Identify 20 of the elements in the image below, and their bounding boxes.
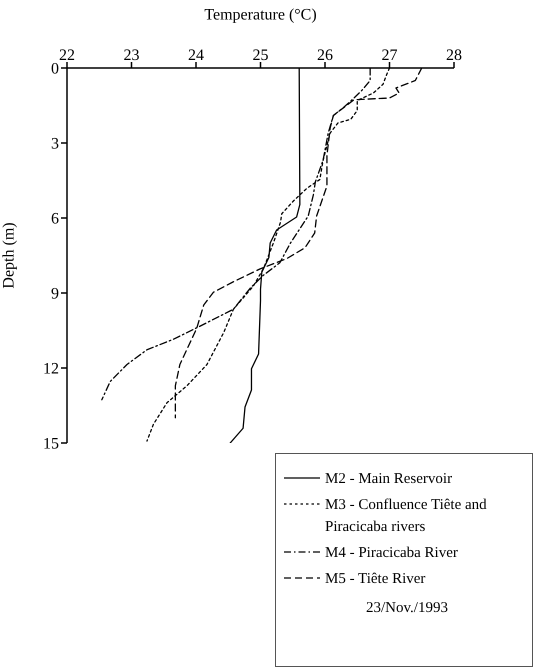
x-tick-label: 26 bbox=[317, 47, 333, 64]
legend-label: M4 - Piracicaba River bbox=[325, 544, 459, 563]
y-axis-title: Depth (m) bbox=[0, 222, 18, 289]
x-tick-label: 25 bbox=[252, 47, 268, 64]
legend-label: M2 - Main Reservoir bbox=[325, 470, 454, 489]
text: 23/Nov./1993 bbox=[365, 600, 449, 617]
x-tick-label: 28 bbox=[446, 47, 462, 64]
legend-label: M3 - Confluence Tiête and Piracicaba rivers bbox=[325, 496, 488, 537]
x-tick-label: 23 bbox=[124, 47, 140, 64]
y-tick-label: 9 bbox=[51, 286, 59, 303]
x-tick-label: 24 bbox=[188, 47, 204, 64]
y-tick-label: 3 bbox=[51, 136, 59, 153]
legend-label: M5 - Tiête River bbox=[325, 570, 426, 589]
y-tick-label: 15 bbox=[43, 436, 59, 453]
x-axis-title: Temperature (°C) bbox=[204, 6, 317, 24]
y-tick-label: 12 bbox=[43, 360, 59, 378]
y-tick-label: 0 bbox=[51, 60, 59, 78]
x-tick-label: 22 bbox=[59, 47, 75, 64]
x-tick-label: 27 bbox=[382, 47, 398, 64]
y-tick-label: 6 bbox=[51, 210, 59, 228]
